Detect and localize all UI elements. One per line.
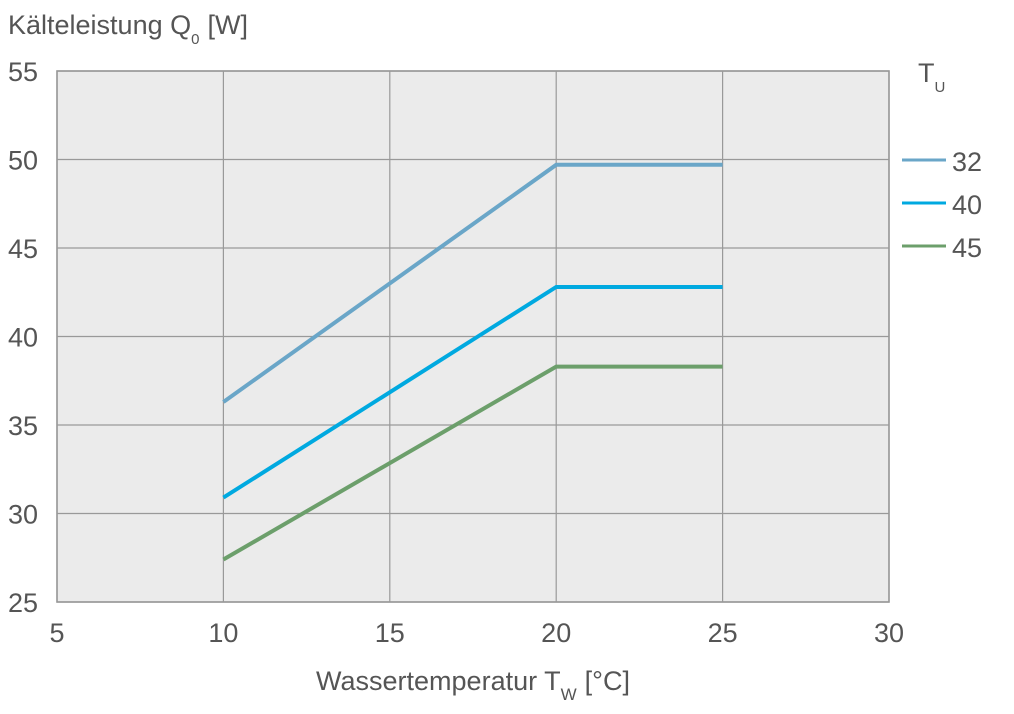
x-tick-label: 25 — [708, 618, 738, 648]
data-line — [222, 284, 723, 500]
x-tick-label: 5 — [49, 618, 64, 648]
y-axis-title: Kälteleistung Q0 [W] — [8, 10, 248, 48]
legend-label: 40 — [952, 190, 982, 220]
data-line — [222, 364, 723, 562]
legend-label: 32 — [952, 147, 982, 177]
legend-title-sub: U — [935, 79, 946, 96]
y-title-sub: 0 — [191, 31, 199, 48]
legend-title-main: T — [918, 58, 935, 88]
y-tick-label: 35 — [8, 411, 38, 441]
y-tick-label: 30 — [8, 500, 38, 530]
x-tick-label: 20 — [541, 618, 571, 648]
y-tick-label: 55 — [8, 57, 38, 87]
y-tick-label: 50 — [8, 146, 38, 176]
x-axis-title: Wassertemperatur TW [°C] — [316, 666, 630, 704]
y-title-main: Kälteleistung Q — [8, 10, 191, 40]
y-tick-label: 25 — [8, 588, 38, 618]
y-tick-label: 45 — [8, 234, 38, 264]
data-line — [222, 162, 723, 404]
x-title-suffix: [°C] — [585, 666, 630, 696]
x-title-main: Wassertemperatur T — [316, 666, 561, 696]
y-title-suffix: [W] — [207, 10, 248, 40]
legend-title: TU — [918, 58, 945, 96]
x-title-sub: W — [561, 685, 577, 704]
x-tick-label: 30 — [874, 618, 904, 648]
y-tick-label: 40 — [8, 323, 38, 353]
x-tick-label: 10 — [208, 618, 238, 648]
legend-label: 45 — [952, 233, 982, 263]
x-tick-label: 15 — [375, 618, 405, 648]
